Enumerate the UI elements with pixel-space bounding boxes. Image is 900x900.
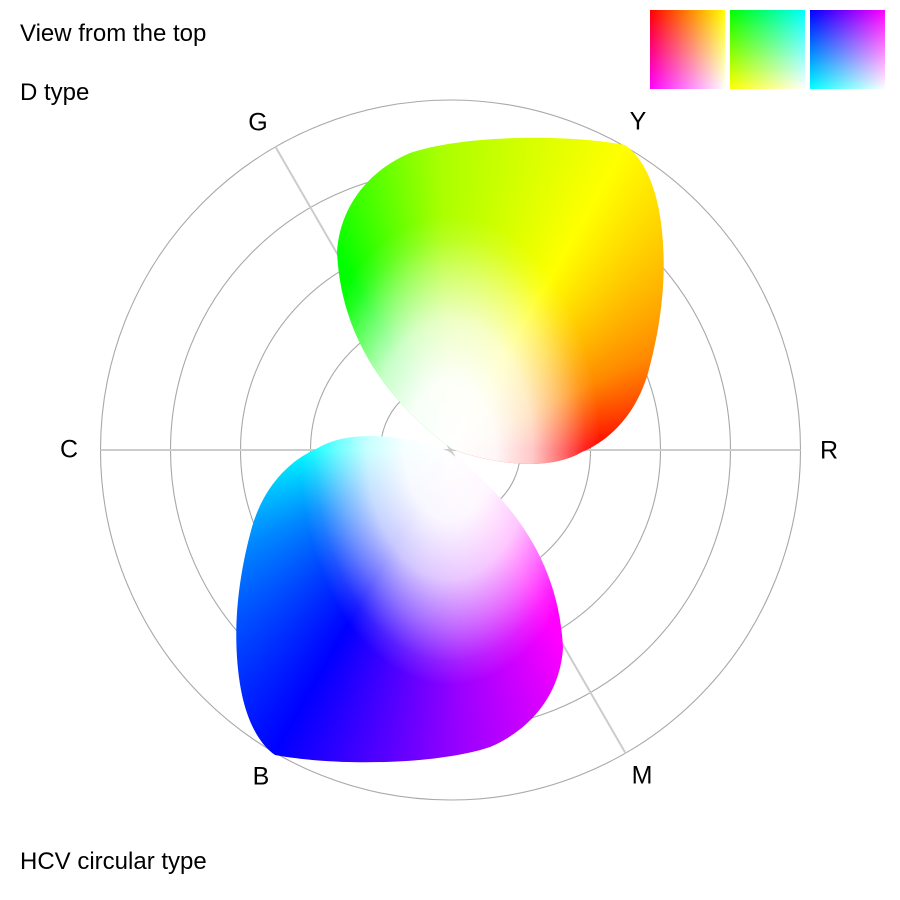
hue-label-M: M [631, 761, 653, 790]
hue-label-B: B [252, 762, 270, 791]
hue-label-G: G [248, 108, 268, 137]
legend-swatch-green-face [730, 10, 805, 89]
hue-label-Y: Y [629, 107, 647, 136]
legend-swatch-red-face [650, 10, 725, 89]
legend-swatch-blue-face [810, 10, 885, 89]
hue-label-C: C [59, 435, 79, 464]
model-type-label: D type [20, 79, 90, 106]
hue-label-R: R [819, 436, 839, 465]
caption-label: HCV circular type [20, 848, 207, 875]
page-title: View from the top [20, 20, 207, 47]
